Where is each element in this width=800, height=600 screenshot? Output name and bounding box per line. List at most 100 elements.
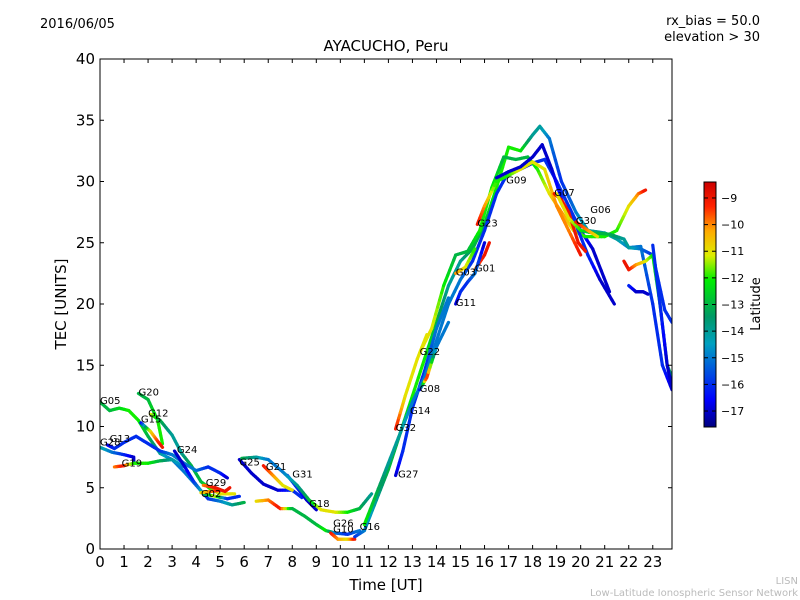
trace-segment bbox=[663, 343, 668, 357]
trace-segment bbox=[471, 247, 477, 254]
footer-network-name: Low-Latitude Ionospheric Sensor Network bbox=[590, 588, 798, 599]
colorbar-tick-label: −16 bbox=[721, 378, 744, 391]
trace-segment bbox=[594, 234, 600, 239]
x-tick-label: 16 bbox=[475, 553, 494, 571]
colorbar-label: Latitude bbox=[749, 277, 764, 331]
satellite-label: G03 bbox=[456, 267, 476, 278]
colorbar-tick-label: −17 bbox=[721, 405, 744, 418]
x-tick-label: 23 bbox=[643, 553, 662, 571]
y-axis-label: TEC [UNITS] bbox=[52, 259, 70, 351]
satellite-label: G31 bbox=[292, 470, 312, 481]
satellite-label: G21 bbox=[266, 462, 286, 473]
satellite-label: G15 bbox=[141, 414, 161, 425]
trace-g08 bbox=[418, 320, 451, 392]
satellite-label: G10 bbox=[333, 525, 353, 536]
colorbar-tick-label: −12 bbox=[721, 272, 744, 285]
rx-bias-label: rx_bias = 50.0 bbox=[666, 14, 760, 29]
satellite-label: G08 bbox=[420, 384, 440, 395]
trace-segment bbox=[655, 282, 661, 296]
satellite-label: G29 bbox=[206, 478, 226, 489]
trace-segment bbox=[642, 188, 648, 193]
y-tick-label: 15 bbox=[76, 356, 95, 374]
trace-segment bbox=[610, 298, 616, 306]
y-tick-label: 30 bbox=[76, 173, 95, 191]
trace-segment bbox=[651, 243, 656, 257]
satellite-label: G25 bbox=[239, 457, 259, 468]
trace-segment bbox=[643, 264, 649, 277]
satellite-label: G01 bbox=[475, 264, 495, 275]
trace-g09 bbox=[494, 143, 616, 306]
trace-segment bbox=[227, 486, 232, 490]
y-tick-label: 10 bbox=[76, 418, 95, 436]
x-tick-label: 14 bbox=[427, 553, 446, 571]
trace-g27 bbox=[394, 296, 451, 478]
trace-segment bbox=[649, 292, 655, 306]
x-tick-label: 3 bbox=[167, 553, 177, 571]
x-tick-label: 20 bbox=[571, 553, 590, 571]
satellite-label: G16 bbox=[360, 522, 380, 533]
trace-segment bbox=[444, 296, 451, 305]
x-axis-label: Time [UT] bbox=[348, 576, 422, 594]
colorbar-tick-label: −13 bbox=[721, 299, 744, 312]
trace-segment bbox=[582, 248, 588, 253]
trace-segment bbox=[577, 249, 583, 257]
x-axis: 0 1 2 3 4 5 6 7 8 9 10 11 12 13 14 15 16 17 18 19 20 21 22 23 bbox=[95, 59, 662, 571]
satellite-label: G26 bbox=[333, 519, 353, 530]
trace-g10 bbox=[329, 531, 357, 541]
colorbar-tick-label: −14 bbox=[721, 325, 744, 338]
trace-g26 bbox=[254, 498, 362, 536]
elevation-label: elevation > 30 bbox=[664, 30, 760, 45]
trace-segment bbox=[313, 506, 318, 512]
x-tick-label: 17 bbox=[499, 553, 518, 571]
trace-g11 bbox=[454, 241, 487, 306]
trace-g-eve-blue2 bbox=[651, 243, 672, 389]
trace-segment bbox=[486, 241, 491, 247]
colorbar-tick-label: −15 bbox=[721, 352, 744, 365]
satellite-label: G24 bbox=[177, 445, 197, 456]
satellite-label: G07 bbox=[554, 188, 574, 199]
trace-g23 bbox=[475, 160, 583, 257]
satellite-label: G22 bbox=[420, 347, 440, 358]
footer-lisn: LISN bbox=[775, 576, 798, 587]
trace-segment bbox=[651, 302, 656, 316]
satellite-label: G02 bbox=[201, 489, 221, 500]
satellite-label: G06 bbox=[590, 205, 610, 216]
trace-segment bbox=[654, 322, 660, 337]
y-axis: 0 5 10 15 20 25 30 35 40 bbox=[76, 50, 672, 558]
x-tick-label: 11 bbox=[355, 553, 374, 571]
trace-segment bbox=[652, 253, 657, 267]
trace-segment bbox=[605, 283, 612, 294]
trace-segment bbox=[654, 273, 660, 286]
colorbar-tick-label: −9 bbox=[721, 192, 737, 205]
trace-segment bbox=[655, 333, 661, 347]
y-tick-label: 5 bbox=[85, 479, 95, 497]
trace-g03 bbox=[454, 247, 477, 275]
x-tick-label: 6 bbox=[239, 553, 249, 571]
trace-g19 bbox=[112, 457, 186, 469]
trace-segment bbox=[367, 492, 374, 498]
satellite-label: G09 bbox=[506, 176, 526, 187]
satellite-label: G13 bbox=[110, 434, 130, 445]
x-tick-label: 13 bbox=[403, 553, 422, 571]
trace-segment bbox=[661, 333, 667, 347]
trace-g13 bbox=[105, 434, 229, 480]
x-tick-label: 9 bbox=[312, 553, 322, 571]
satellite-label: G14 bbox=[410, 406, 430, 417]
colorbar-tick-label: −10 bbox=[721, 219, 744, 232]
x-tick-label: 22 bbox=[619, 553, 638, 571]
traces-layer bbox=[100, 124, 672, 541]
trace-segment bbox=[160, 438, 165, 446]
trace-g-eve-blue bbox=[627, 284, 650, 296]
x-tick-label: 15 bbox=[451, 553, 470, 571]
satellite-label: G12 bbox=[148, 408, 168, 419]
trace-segment bbox=[659, 353, 664, 367]
trace-g29 bbox=[201, 483, 232, 494]
trace-g21 bbox=[261, 464, 294, 492]
trace-g06 bbox=[555, 192, 672, 324]
satellite-label: G28 bbox=[100, 438, 120, 449]
colorbar-tick-label: −11 bbox=[721, 245, 744, 258]
x-tick-label: 2 bbox=[143, 553, 153, 571]
colorbar-ticks: −9 −10 −11 −12 −13 −14 −15 −16 −17 bbox=[704, 192, 744, 418]
